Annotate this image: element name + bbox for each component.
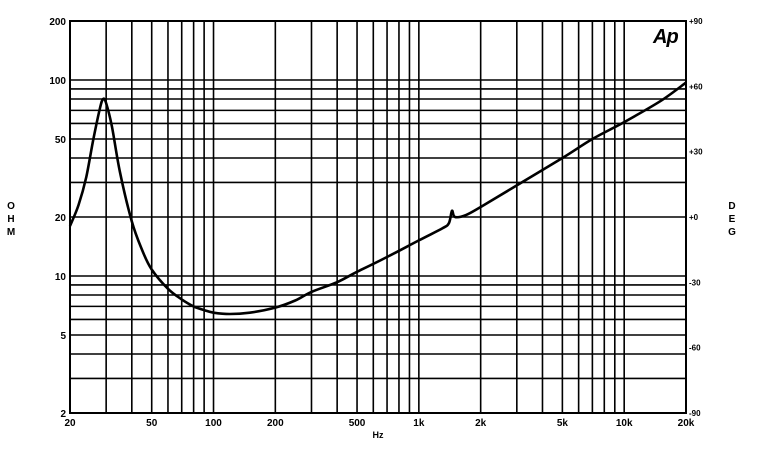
ylabel-letter: O	[7, 201, 15, 212]
ylabel-letter: H	[7, 214, 15, 225]
y2-tick-label: -30	[689, 278, 701, 287]
ylabel-letter: M	[6, 227, 16, 238]
y2-tick-label: +0	[689, 213, 699, 222]
y-tick-labels: 2 5 10 20 50 100 200	[49, 17, 66, 420]
y2-tick-labels: -90 -60 -30 +0 +30 +60 +90	[689, 17, 703, 418]
y2-tick-label: -90	[689, 409, 701, 418]
plot-frame	[69, 20, 687, 414]
y-tick-label: 50	[55, 135, 67, 146]
y2label-letter: G	[728, 227, 736, 238]
x-tick-label: 200	[267, 418, 284, 429]
x-tick-label: 5k	[557, 418, 569, 429]
horizontal-gridlines	[70, 79, 686, 380]
y-tick-label: 5	[60, 331, 66, 342]
x-tick-label: 100	[205, 418, 222, 429]
x-tick-labels: 20 50 100 200 500 1k 2k 5k 10k 20k	[64, 418, 694, 429]
x-tick-label: 20	[64, 418, 76, 429]
x-tick-label: 2k	[475, 418, 487, 429]
x-tick-label: 10k	[616, 418, 633, 429]
x-tick-label: 500	[349, 418, 366, 429]
series-group	[68, 81, 687, 316]
y-tick-label: 2	[60, 409, 66, 420]
x-tick-label: 20k	[678, 418, 695, 429]
x-tick-label: 50	[146, 418, 158, 429]
y2-tick-label: +30	[689, 148, 703, 157]
x-axis-label: Hz	[373, 430, 384, 440]
y-tick-label: 10	[55, 272, 67, 283]
y2-tick-label: +60	[689, 82, 703, 91]
y2-tick-label: +90	[689, 17, 703, 26]
y-tick-label: 20	[55, 213, 67, 224]
y2label-letter: E	[728, 214, 736, 225]
y-tick-label: 100	[49, 76, 66, 87]
x-tick-label: 1k	[413, 418, 425, 429]
series-line-impedance	[68, 81, 687, 316]
y-tick-label: 200	[49, 17, 66, 28]
audio-precision-logo: Ap	[653, 26, 679, 48]
y2label-letter: D	[728, 201, 736, 212]
y2-tick-label: -60	[689, 344, 701, 353]
